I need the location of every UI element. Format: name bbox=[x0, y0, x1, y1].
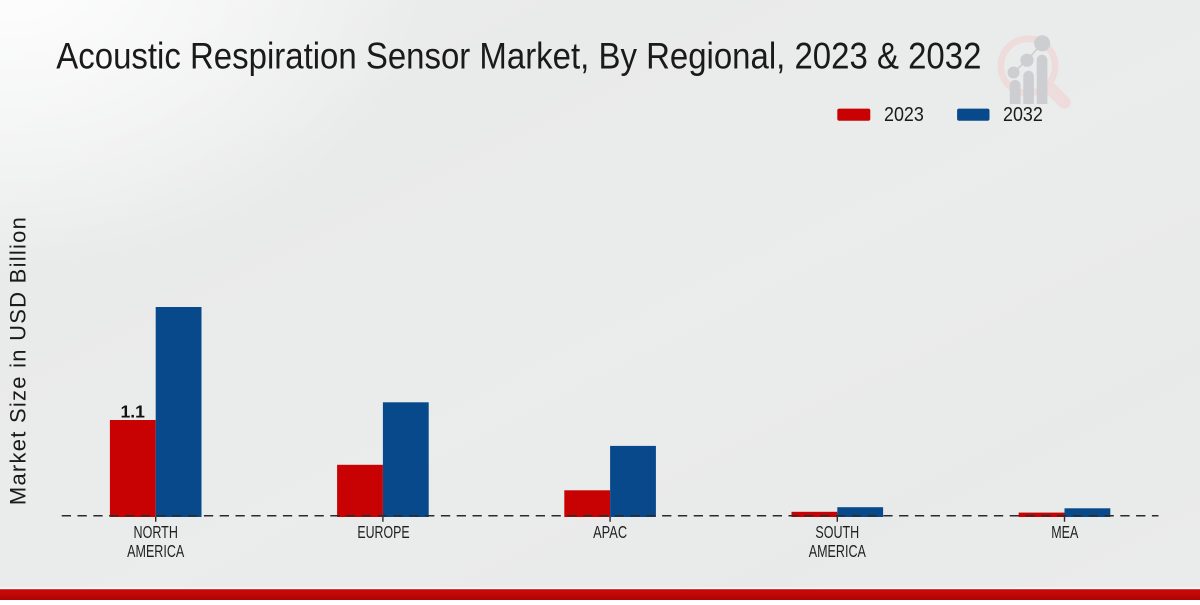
svg-text:EUROPE: EUROPE bbox=[357, 523, 409, 543]
svg-text:Market Size in USD Billion: Market Size in USD Billion bbox=[5, 216, 30, 505]
svg-text:AMERICA: AMERICA bbox=[809, 542, 867, 562]
svg-text:NORTH: NORTH bbox=[134, 523, 178, 543]
svg-text:SOUTH: SOUTH bbox=[815, 523, 859, 543]
svg-text:AMERICA: AMERICA bbox=[127, 542, 185, 562]
svg-text:2023: 2023 bbox=[884, 104, 924, 126]
svg-text:Acoustic Respiration Sensor Ma: Acoustic Respiration Sensor Market, By R… bbox=[56, 36, 981, 77]
svg-text:1.1: 1.1 bbox=[120, 402, 145, 422]
svg-text:MEA: MEA bbox=[1051, 523, 1079, 543]
svg-text:2032: 2032 bbox=[1003, 104, 1043, 126]
svg-text:APAC: APAC bbox=[593, 523, 627, 542]
